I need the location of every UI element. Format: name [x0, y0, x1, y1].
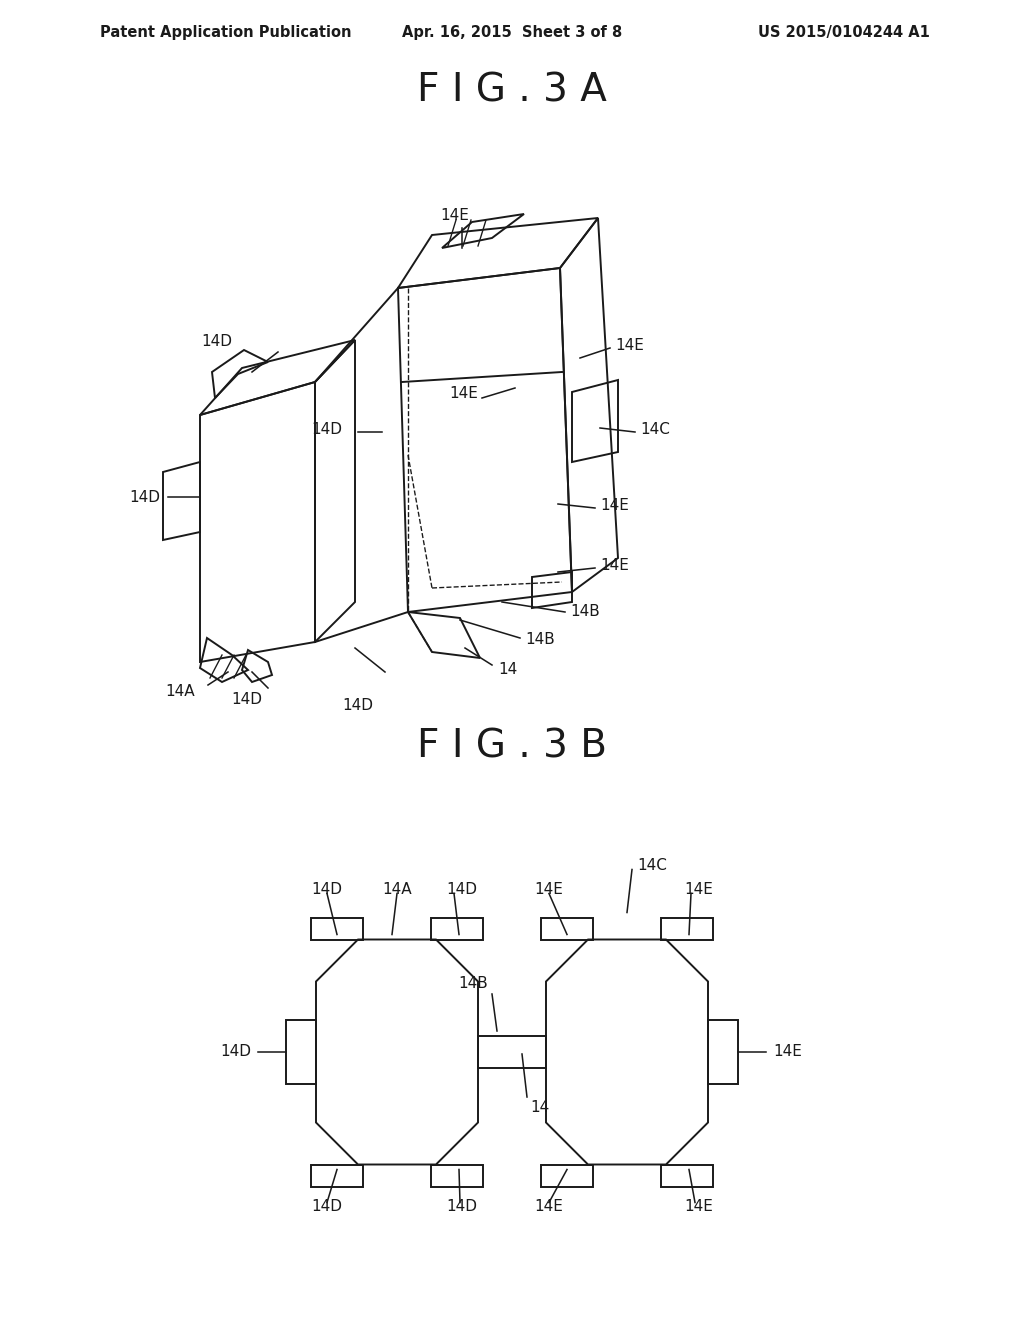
Text: Patent Application Publication: Patent Application Publication [100, 25, 351, 40]
Text: 14E: 14E [615, 338, 644, 352]
Text: 14E: 14E [600, 558, 629, 573]
Text: F I G . 3 B: F I G . 3 B [417, 729, 607, 766]
Text: Apr. 16, 2015  Sheet 3 of 8: Apr. 16, 2015 Sheet 3 of 8 [401, 25, 623, 40]
Text: 14D: 14D [446, 882, 477, 898]
Text: 14A: 14A [165, 685, 195, 700]
Text: US 2015/0104244 A1: US 2015/0104244 A1 [758, 25, 930, 40]
Text: 14E: 14E [440, 207, 469, 223]
Text: 14E: 14E [685, 1199, 714, 1214]
Text: 14: 14 [498, 663, 517, 677]
Text: 14D: 14D [311, 1199, 342, 1214]
Text: 14E: 14E [450, 385, 478, 400]
Text: 14D: 14D [129, 490, 160, 504]
Text: 14D: 14D [342, 698, 374, 714]
Text: 14D: 14D [201, 334, 232, 350]
Text: 14E: 14E [773, 1044, 802, 1060]
Text: 14E: 14E [600, 499, 629, 513]
Text: F I G . 3 A: F I G . 3 A [417, 73, 607, 110]
Text: 14B: 14B [570, 605, 600, 619]
Text: 14D: 14D [311, 422, 342, 437]
Text: 14E: 14E [685, 882, 714, 898]
Text: 14B: 14B [459, 977, 488, 991]
Text: 14C: 14C [640, 422, 670, 437]
Text: 14B: 14B [525, 632, 555, 648]
Text: 14D: 14D [220, 1044, 251, 1060]
Text: 14E: 14E [535, 1199, 563, 1214]
Text: 14A: 14A [382, 882, 412, 898]
Text: 14D: 14D [446, 1199, 477, 1214]
Text: 14: 14 [530, 1100, 549, 1114]
Text: 14D: 14D [231, 693, 262, 708]
Text: 14E: 14E [535, 882, 563, 898]
Text: 14C: 14C [637, 858, 667, 873]
Text: 14D: 14D [311, 882, 342, 898]
